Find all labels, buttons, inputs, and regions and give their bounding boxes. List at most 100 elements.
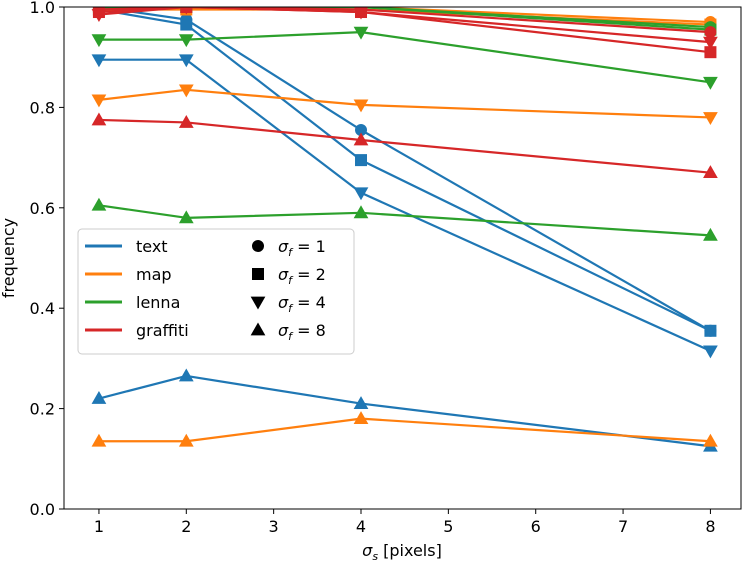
x-axis: 1 2 3 4 5 6 7 8 xyxy=(94,509,716,536)
data-point xyxy=(178,433,194,447)
series-line xyxy=(98,58,711,352)
legend-frame xyxy=(77,228,355,355)
y-tick-label: 0.0 xyxy=(30,500,55,519)
series-graffiti-sigma-f-8 xyxy=(91,112,718,179)
legend-item-map: map xyxy=(85,265,172,284)
series-line xyxy=(98,374,711,448)
y-tick-label: 0.4 xyxy=(30,299,55,318)
legend-label: text xyxy=(136,237,168,256)
x-tick-label: 5 xyxy=(443,517,453,536)
series-line xyxy=(98,7,711,34)
legend-item-triangle-down: σf = 4 xyxy=(250,293,326,315)
series-line xyxy=(98,417,711,443)
legend-label-symbol: σ xyxy=(278,321,289,340)
series-lenna-sigma-f-4 xyxy=(91,26,718,90)
data-point xyxy=(703,112,718,125)
legend-label-value: = 8 xyxy=(292,321,326,340)
legend-label: σf = 1 xyxy=(278,237,326,259)
legend-item-graffiti: graffiti xyxy=(85,321,189,340)
series-line xyxy=(98,7,711,332)
data-point xyxy=(703,345,718,359)
x-axis-title: σs [pixels] xyxy=(362,541,442,563)
data-point xyxy=(178,84,194,98)
x-tick-label: 6 xyxy=(531,517,541,536)
legend-label-subscript: f xyxy=(288,246,294,259)
data-point xyxy=(178,210,194,224)
legend-image-entries: text map lenna graffiti xyxy=(85,237,189,340)
data-point xyxy=(353,99,369,113)
data-point xyxy=(353,132,369,146)
legend-item-circle: σf = 1 xyxy=(252,237,326,259)
legend-label-value: = 4 xyxy=(292,293,326,312)
series-line xyxy=(98,118,711,174)
y-axis-title: frequency xyxy=(0,218,18,298)
data-point xyxy=(353,205,369,219)
data-point xyxy=(91,34,107,48)
data-point xyxy=(704,324,717,337)
data-point xyxy=(353,411,369,425)
plot-frame xyxy=(63,6,742,510)
data-point xyxy=(178,34,194,48)
series-line xyxy=(98,30,711,84)
x-tick-label: 3 xyxy=(269,517,279,536)
series-layer xyxy=(91,7,718,452)
series-map-sigma-f-4 xyxy=(91,84,718,125)
series-line xyxy=(98,204,711,237)
legend-label-subscript: f xyxy=(288,330,294,343)
data-point xyxy=(353,396,369,409)
legend-label-symbol: σ xyxy=(278,265,289,284)
data-point xyxy=(704,26,717,39)
data-point xyxy=(91,54,107,68)
legend-marker xyxy=(252,240,264,252)
x-axis-title-subscript: s xyxy=(372,550,378,563)
series-line xyxy=(98,7,711,31)
y-tick-label: 0.2 xyxy=(30,400,55,419)
legend-label-value: = 1 xyxy=(292,237,326,256)
legend-label: map xyxy=(136,265,172,284)
x-tick-label: 1 xyxy=(94,517,104,536)
legend-label: σf = 8 xyxy=(278,321,326,343)
data-point xyxy=(182,7,191,15)
series-text-sigma-f-4 xyxy=(91,54,718,359)
data-point xyxy=(91,112,107,126)
data-point xyxy=(91,9,107,23)
legend-label: lenna xyxy=(136,293,180,312)
data-point xyxy=(703,165,718,179)
legend-marker xyxy=(250,322,266,336)
legend-label: σf = 2 xyxy=(278,265,326,287)
legend-marker xyxy=(252,268,264,280)
x-axis-title-suffix: [pixels] xyxy=(378,541,442,560)
x-axis-title-symbol: σ xyxy=(362,541,373,560)
series-lenna-sigma-f-8 xyxy=(91,197,718,241)
series-line xyxy=(98,8,711,332)
y-tick-label: 0.6 xyxy=(30,199,55,218)
data-point xyxy=(91,391,107,404)
data-point xyxy=(91,433,107,447)
x-tick-label: 2 xyxy=(181,517,191,536)
data-point xyxy=(703,36,718,50)
legend-item-text: text xyxy=(85,237,168,256)
data-point xyxy=(178,368,194,382)
x-tick-label: 8 xyxy=(705,517,715,536)
series-line xyxy=(98,7,711,29)
series-map-sigma-f-8 xyxy=(91,411,718,447)
series-text-sigma-f-8 xyxy=(91,368,718,452)
series-graffiti-sigma-f-4 xyxy=(91,7,718,50)
data-point xyxy=(355,154,368,167)
legend-label-symbol: σ xyxy=(278,293,289,312)
legend-label: graffiti xyxy=(136,321,189,340)
legend-label-subscript: f xyxy=(288,274,294,287)
y-axis: 0.0 0.2 0.4 0.6 0.8 1.0 xyxy=(30,0,64,519)
data-point xyxy=(353,26,369,40)
data-point xyxy=(178,54,194,68)
data-point xyxy=(353,187,369,201)
data-point xyxy=(91,197,107,211)
legend-label-symbol: σ xyxy=(278,237,289,256)
legend-item-lenna: lenna xyxy=(85,293,180,312)
series-line xyxy=(98,7,711,24)
x-tick-label: 4 xyxy=(356,517,366,536)
x-tick-label: 7 xyxy=(618,517,628,536)
series-line xyxy=(98,7,711,44)
